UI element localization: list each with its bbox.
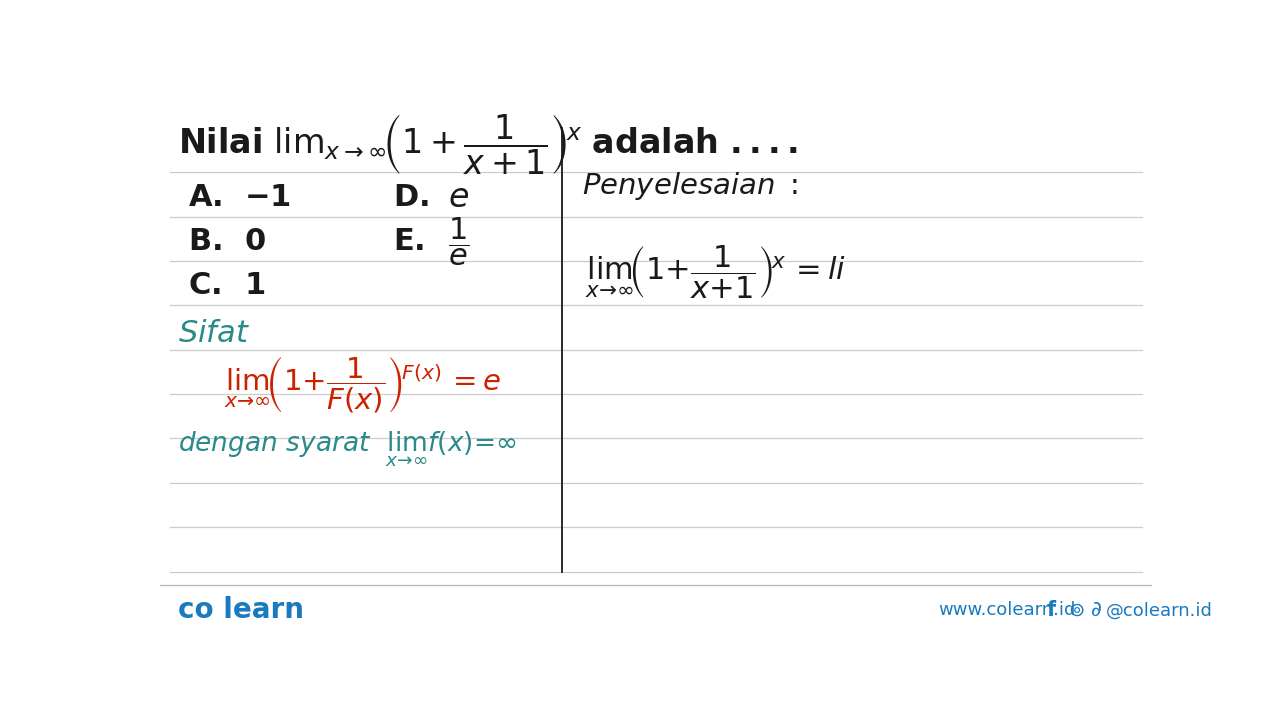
Text: $\partial$: $\partial$ xyxy=(1091,600,1102,621)
Text: $\mathit{e}$: $\mathit{e}$ xyxy=(448,181,468,214)
Text: $\lim_{x\to\infty}\!\left(1+\dfrac{1}{x+1}\right)^{\!x} = li$: $\lim_{x\to\infty}\!\left(1+\dfrac{1}{x+… xyxy=(585,243,846,301)
Text: $dengan\ syarat\ \ \lim_{x\to\infty} f(x){=}\infty$: $dengan\ syarat\ \ \lim_{x\to\infty} f(x… xyxy=(178,430,516,469)
Text: $\mathbf{Nilai}\ \mathbf{\lim}_{x\to\infty}\!\left(1+\dfrac{1}{x+1}\right)^{\!x}: $\mathbf{Nilai}\ \mathbf{\lim}_{x\to\inf… xyxy=(178,112,797,177)
Text: $\mathbf{-1}$: $\mathbf{-1}$ xyxy=(244,183,291,212)
Text: $\circledcirc$: $\circledcirc$ xyxy=(1068,600,1084,620)
Text: @colearn.id: @colearn.id xyxy=(1106,601,1212,619)
Text: $\mathbf{A.}$: $\mathbf{A.}$ xyxy=(188,183,221,212)
Text: $\mathbf{B.}$: $\mathbf{B.}$ xyxy=(188,227,221,256)
Text: $\mathbf{C.}$: $\mathbf{C.}$ xyxy=(188,271,220,300)
Text: $Penyelesaian\ :$: $Penyelesaian\ :$ xyxy=(581,170,797,202)
Text: $\mathbf{f}$: $\mathbf{f}$ xyxy=(1046,600,1057,621)
Text: $\dfrac{1}{e}$: $\dfrac{1}{e}$ xyxy=(448,215,468,268)
Text: www.colearn.id: www.colearn.id xyxy=(938,601,1076,619)
Text: $\mathbf{0}$: $\mathbf{0}$ xyxy=(244,227,266,256)
Text: co learn: co learn xyxy=(178,596,303,624)
Text: $\lim_{x\to\infty}\!\left(1 + \dfrac{1}{F(x)}\right)^{\!F(x)} = e$: $\lim_{x\to\infty}\!\left(1 + \dfrac{1}{… xyxy=(224,356,502,415)
Text: $\mathbf{D.}$: $\mathbf{D.}$ xyxy=(393,183,429,212)
Text: $\mathbf{E.}$: $\mathbf{E.}$ xyxy=(393,227,425,256)
Text: $\mathbf{1}$: $\mathbf{1}$ xyxy=(244,271,265,300)
Text: $Sifat$: $Sifat$ xyxy=(178,319,250,348)
